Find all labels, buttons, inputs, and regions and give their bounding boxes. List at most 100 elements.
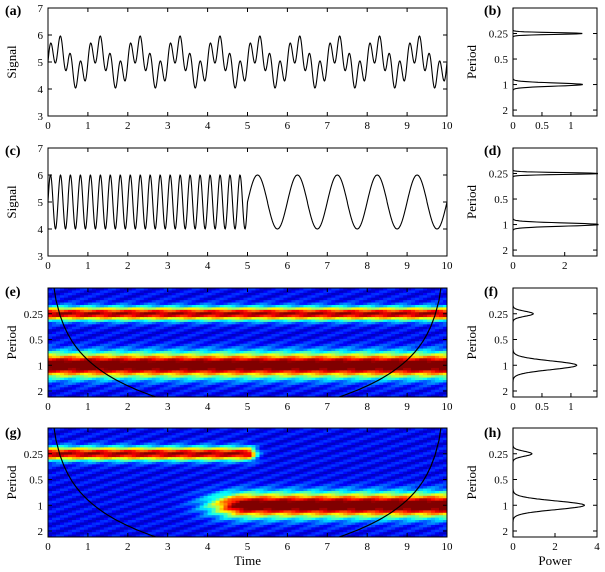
x-tick-label: 4	[205, 541, 211, 553]
x-tick-label: 0.5	[535, 120, 549, 132]
x-tick-label: 1	[85, 260, 91, 272]
x-tick-label: 2	[125, 260, 131, 272]
x-tick-label: 9	[404, 401, 410, 413]
x-tick-label: 8	[364, 541, 370, 553]
y-tick-label: 0.5	[494, 194, 508, 206]
y-tick-label: 1	[503, 220, 509, 232]
x-tick-label: 2	[562, 260, 568, 272]
scalogram-heatmap	[48, 288, 447, 397]
x-tick-label: 4	[205, 120, 211, 132]
y-tick-label: 3	[38, 251, 44, 263]
x-tick-label: 5	[245, 401, 251, 413]
y-tick-label: 0.25	[489, 169, 509, 181]
y-tick-label: 1	[503, 500, 509, 512]
panel-label: (e)	[5, 285, 21, 300]
y-tick-label: 1	[503, 80, 509, 92]
y-tick-label: 0.25	[489, 309, 509, 321]
x-tick-label: 1	[85, 401, 91, 413]
signal-series-line	[47, 174, 448, 230]
y-axis-label: Period	[4, 465, 19, 499]
x-tick-label: 0	[45, 401, 51, 413]
y-axis-label: Period	[464, 185, 479, 219]
y-tick-label: 7	[38, 143, 44, 155]
x-tick-label: 10	[442, 401, 454, 413]
y-tick-label: 7	[38, 3, 44, 15]
y-axis-label: Period	[464, 465, 479, 499]
panel-label: (c)	[5, 144, 21, 159]
x-tick-label: 8	[364, 260, 370, 272]
x-tick-label: 8	[364, 120, 370, 132]
y-axis-label: Period	[464, 325, 479, 359]
spectrum-plot-frame	[512, 7, 598, 117]
x-tick-label: 1	[85, 541, 91, 553]
x-tick-label: 5	[245, 120, 251, 132]
y-tick-label: 1	[38, 500, 44, 512]
x-tick-label: 3	[165, 401, 171, 413]
power-spectrum-line	[512, 428, 585, 537]
y-tick-label: 6	[38, 30, 44, 42]
y-tick-label: 2	[503, 526, 509, 538]
y-tick-label: 5	[38, 57, 44, 69]
x-tick-label: 0.5	[535, 401, 549, 413]
y-tick-label: 5	[38, 197, 44, 209]
x-tick-label: 9	[404, 541, 410, 553]
x-axis-label: Power	[538, 553, 572, 568]
x-tick-label: 10	[442, 120, 454, 132]
x-tick-label: 9	[404, 260, 410, 272]
x-tick-label: 7	[325, 401, 331, 413]
x-tick-label: 2	[125, 120, 131, 132]
power-spectrum-line	[512, 8, 583, 116]
x-tick-label: 6	[285, 541, 291, 553]
y-tick-label: 1	[38, 360, 44, 372]
x-tick-label: 6	[285, 120, 291, 132]
y-tick-label: 0.5	[29, 475, 43, 487]
panel-label: (b)	[484, 4, 501, 19]
x-tick-label: 4	[205, 401, 211, 413]
y-tick-label: 4	[38, 224, 44, 236]
y-axis-label: Period	[464, 45, 479, 79]
x-tick-label: 2	[552, 541, 558, 553]
y-axis-label: Period	[4, 325, 19, 359]
y-axis-label: Signal	[4, 45, 19, 79]
x-tick-label: 9	[404, 120, 410, 132]
y-tick-label: 1	[503, 360, 509, 372]
scalogram-heatmap	[48, 428, 447, 537]
x-tick-label: 3	[165, 541, 171, 553]
signal-series-line	[47, 35, 448, 89]
x-tick-label: 7	[325, 260, 331, 272]
y-tick-label: 0.25	[24, 309, 44, 321]
x-tick-label: 5	[245, 541, 251, 553]
spectrum-plot-frame	[512, 147, 598, 257]
panel-label: (a)	[5, 4, 22, 19]
x-tick-label: 8	[364, 401, 370, 413]
panel-label: (g)	[5, 426, 22, 441]
y-tick-label: 0.25	[489, 29, 509, 41]
y-tick-label: 2	[38, 526, 44, 538]
y-tick-label: 2	[503, 245, 509, 257]
y-tick-label: 0.25	[489, 449, 509, 461]
x-tick-label: 0	[45, 541, 51, 553]
y-tick-label: 0.5	[29, 335, 43, 347]
x-tick-label: 3	[165, 120, 171, 132]
y-tick-label: 0.5	[494, 475, 508, 487]
x-tick-label: 0	[510, 401, 516, 413]
y-tick-label: 4	[38, 84, 44, 96]
x-tick-label: 0	[510, 260, 516, 272]
x-tick-label: 1	[568, 401, 574, 413]
power-spectrum-line	[512, 288, 578, 397]
y-tick-label: 3	[38, 111, 44, 123]
x-tick-label: 5	[245, 260, 251, 272]
x-tick-label: 10	[442, 260, 454, 272]
x-tick-label: 10	[442, 541, 454, 553]
power-spectrum-line	[512, 148, 599, 256]
y-tick-label: 0.5	[494, 335, 508, 347]
panel-label: (h)	[484, 426, 501, 441]
y-tick-label: 6	[38, 170, 44, 182]
x-tick-label: 1	[85, 120, 91, 132]
x-tick-label: 4	[594, 541, 600, 553]
spectrum-plot-frame	[512, 427, 598, 538]
y-tick-label: 2	[503, 105, 509, 117]
x-tick-label: 2	[125, 401, 131, 413]
y-tick-label: 0.5	[494, 54, 508, 66]
